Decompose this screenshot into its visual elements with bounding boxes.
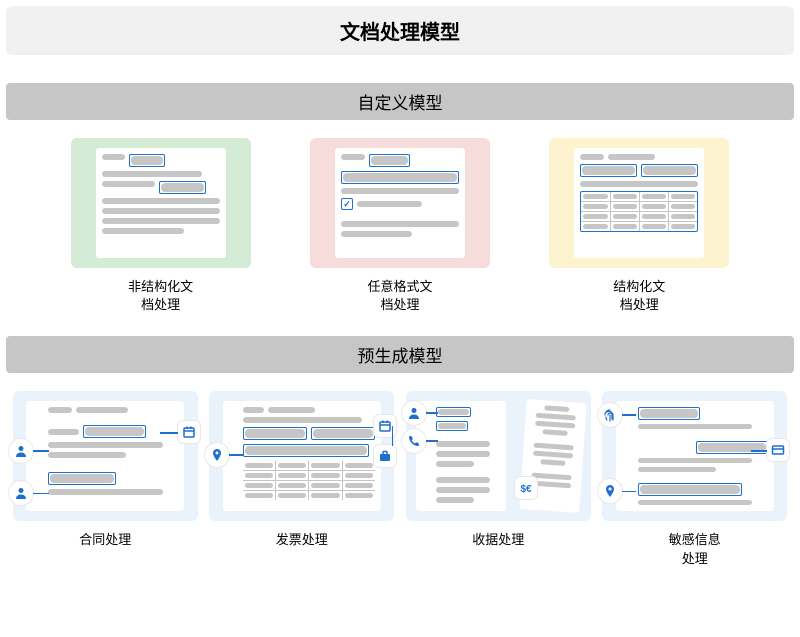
- label-contract: 合同处理: [79, 531, 131, 549]
- doc-sensitive: [616, 401, 774, 511]
- checkbox-icon: ✓: [341, 198, 353, 210]
- currency-icon: [515, 477, 537, 499]
- card-invoice: 发票处理: [209, 391, 394, 567]
- card-bg-invoice: [209, 391, 394, 521]
- calendar-icon: [178, 421, 200, 443]
- doc-contract: [26, 401, 184, 511]
- card-bg-sensitive: [602, 391, 787, 521]
- briefcase-icon: [374, 445, 396, 467]
- card-freeform: ✓ 任意格式文档处理: [310, 138, 490, 314]
- card-bg-structured: [549, 138, 729, 268]
- label-sensitive: 敏感信息处理: [669, 531, 721, 567]
- label-receipt: 收据处理: [472, 531, 524, 549]
- doc-structured: [574, 148, 704, 258]
- section-custom-title: 自定义模型: [6, 83, 794, 120]
- person-icon: [9, 439, 33, 463]
- label-freeform: 任意格式文档处理: [367, 278, 432, 314]
- custom-models-row: 非结构化文档处理 ✓ 任意格式文档处理: [6, 138, 794, 314]
- prebuilt-models-row: 合同处理: [6, 391, 794, 567]
- doc-freeform: ✓: [335, 148, 465, 258]
- card-contract: 合同处理: [13, 391, 198, 567]
- section-prebuilt-title: 预生成模型: [6, 336, 794, 373]
- label-structured: 结构化文档处理: [613, 278, 665, 314]
- doc-receipt: [416, 401, 506, 511]
- card-bg-freeform: ✓: [310, 138, 490, 268]
- card-bg-receipt: [406, 391, 591, 521]
- card-icon: [767, 439, 789, 461]
- card-bg-unstructured: [71, 138, 251, 268]
- card-bg-contract: [13, 391, 198, 521]
- person-icon: [9, 481, 33, 505]
- doc-unstructured: [96, 148, 226, 258]
- table-outline: [580, 191, 698, 232]
- label-unstructured: 非结构化文档处理: [128, 278, 193, 314]
- card-sensitive: 敏感信息处理: [602, 391, 787, 567]
- phone-icon: [402, 429, 426, 453]
- label-invoice: 发票处理: [276, 531, 328, 549]
- doc-invoice: [223, 401, 381, 511]
- person-icon: [402, 401, 426, 425]
- card-structured: 结构化文档处理: [549, 138, 729, 314]
- card-receipt: 收据处理: [406, 391, 591, 567]
- page-title: 文档处理模型: [6, 6, 794, 55]
- card-unstructured: 非结构化文档处理: [71, 138, 251, 314]
